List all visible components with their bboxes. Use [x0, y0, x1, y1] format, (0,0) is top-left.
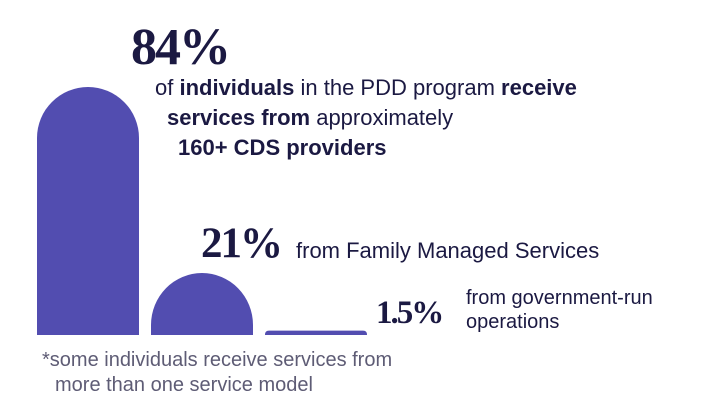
- description-segment: in the PDD program: [294, 75, 502, 100]
- description-segment: receive: [501, 75, 577, 100]
- description-government-line-2: operations: [466, 311, 560, 333]
- description-cds-line-2: services from approximately: [167, 104, 453, 132]
- description-segment: of: [155, 75, 180, 100]
- description-segment: approximately: [310, 105, 454, 130]
- value-label-government: 1.5%: [376, 295, 444, 331]
- bar-2: [265, 330, 367, 335]
- value-label-cds: 84%: [131, 19, 231, 76]
- footnote: *some individuals receive services from …: [42, 348, 392, 398]
- description-segment: 160+ CDS providers: [178, 135, 387, 160]
- description-segment: individuals: [179, 75, 295, 100]
- description-government: from government-run operations: [466, 286, 653, 334]
- footnote-line-1: *some individuals receive services from: [42, 349, 393, 371]
- description-government-line-1: from government-run: [466, 287, 653, 309]
- description-segment: services from: [167, 105, 311, 130]
- bar-1: [151, 273, 253, 335]
- value-label-fms: 21%: [201, 220, 283, 267]
- description-fms: from Family Managed Services: [296, 238, 600, 263]
- bar-0: [37, 87, 139, 335]
- description-cds-line-3: 160+ CDS providers: [178, 134, 386, 162]
- footnote-line-2: more than one service model: [55, 374, 313, 396]
- description-cds-line-1: of individuals in the PDD program receiv…: [155, 74, 577, 102]
